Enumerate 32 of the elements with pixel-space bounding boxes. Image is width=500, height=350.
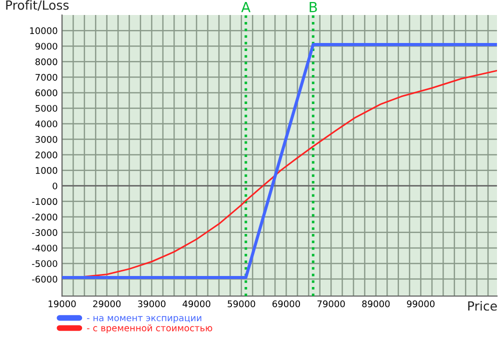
- x-tick-label: 19000: [48, 300, 76, 308]
- x-tick-label: 79000: [317, 300, 345, 308]
- x-axis-title: Price: [468, 301, 497, 311]
- y-axis-title: Profit/Loss: [6, 0, 69, 11]
- ref-line-label: A: [241, 2, 250, 12]
- x-tick-label: 49000: [182, 300, 210, 308]
- y-tick-label: -1000: [32, 198, 58, 205]
- x-tick-label: 39000: [138, 300, 166, 308]
- y-tick-label: 8000: [35, 58, 58, 66]
- y-tick-label: -3000: [32, 229, 58, 236]
- y-tick-label: 7000: [36, 74, 58, 81]
- y-tick-label: 2000: [36, 152, 58, 158]
- y-tick-label: 6000: [35, 89, 58, 96]
- y-tick-label: 3000: [36, 136, 58, 143]
- x-tick-label: 69000: [272, 300, 300, 308]
- ref-line-label: B: [310, 2, 317, 12]
- y-tick-label: 4000: [35, 120, 58, 128]
- y-tick-label: 10000: [30, 27, 58, 34]
- legend-label: - на момент экспирации: [87, 316, 202, 323]
- x-tick-label: 59000: [228, 300, 256, 308]
- x-tick-label: 89000: [362, 300, 390, 308]
- y-tick-label: -6000: [32, 276, 58, 283]
- legend-label: - с временной стоимостью: [87, 324, 212, 334]
- y-tick-label: 9000: [35, 42, 58, 50]
- y-tick-label: -5000: [32, 260, 58, 268]
- y-tick-label: -4000: [32, 244, 58, 252]
- x-tick-label: 29000: [93, 300, 121, 308]
- y-tick-label: 1000: [36, 167, 58, 174]
- x-tick-label: 99000: [406, 300, 435, 308]
- y-tick-label: -2000: [32, 214, 58, 220]
- y-tick-label: 5000: [36, 104, 58, 112]
- y-tick-label: 0: [52, 182, 58, 190]
